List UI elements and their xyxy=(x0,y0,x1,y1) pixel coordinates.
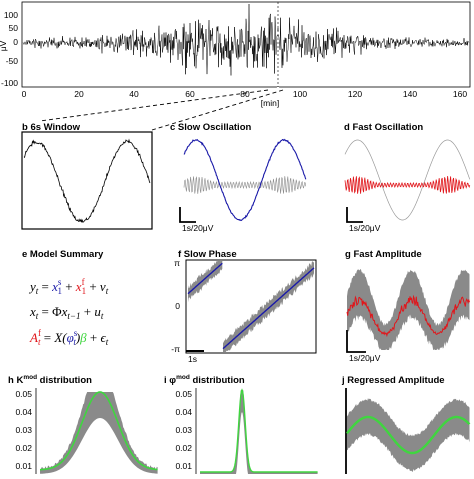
a-yunit: μV xyxy=(0,40,8,51)
a-xtick-40: 40 xyxy=(129,89,139,99)
h-ytick-3: 0.03 xyxy=(15,425,32,435)
h-ytick-2: 0.04 xyxy=(15,407,32,417)
i-ytick-4: 0.02 xyxy=(175,443,192,453)
panel-f-frame xyxy=(185,259,317,354)
a-xtick-80: 80 xyxy=(240,89,250,99)
f-ytick-0: 0 xyxy=(175,301,180,311)
g-scale-bar xyxy=(346,330,366,353)
a-ytick-5: -100 xyxy=(1,78,18,88)
i-ytick-3: 0.03 xyxy=(175,425,192,435)
h-title: h Kmod distribution xyxy=(8,374,92,386)
equation-state: xt = Φxt−1 + ut xyxy=(29,304,104,321)
regressed-amplitude-band xyxy=(347,398,470,472)
kmod-distribution-mean xyxy=(40,391,158,471)
panel-j: j Regressed Amplitude xyxy=(341,375,471,474)
a-xtick-140: 140 xyxy=(403,89,417,99)
a-xtick-20: 20 xyxy=(74,89,84,99)
panel-e: e Model Summary yt = xs 1 + xf 1 + vt xt =… xyxy=(22,249,109,347)
c-scale-label: 1s/20μV xyxy=(182,223,214,233)
d-scale-bar xyxy=(346,207,363,223)
equation-amplitude: Af t = X(φs t)β + ϵt xyxy=(29,328,109,347)
phimod-distribution-band xyxy=(200,390,318,474)
a-xlabel: [min] xyxy=(261,98,279,108)
i-ytick-1: 0.05 xyxy=(175,389,192,399)
equation-observation: yt = xs 1 + xf 1 + vt xyxy=(28,277,109,296)
b-title: b 6s Window xyxy=(22,122,81,133)
f-title: f Slow Phase xyxy=(178,249,237,260)
j-title: j Regressed Amplitude xyxy=(341,375,445,386)
kmod-distribution-band xyxy=(40,392,158,474)
h-ytick-4: 0.02 xyxy=(15,443,32,453)
zoom-line-left xyxy=(39,89,269,122)
g-scale-label: 1s/20μV xyxy=(349,353,381,363)
fast-amplitude-trace xyxy=(346,294,470,338)
h-ytick-5: 0.01 xyxy=(15,461,32,471)
eeg-trace xyxy=(22,3,470,76)
phimod-distribution-mean xyxy=(200,388,318,473)
d-title: d Fast Oscillation xyxy=(344,122,423,133)
a-ytick-4: -50 xyxy=(6,56,19,66)
regressed-amplitude-mean xyxy=(346,415,471,455)
fast-component-trace xyxy=(183,176,307,194)
amplitude-credible-band xyxy=(347,269,470,350)
zoom-line-right xyxy=(151,89,284,131)
phase-credible-band xyxy=(188,261,314,352)
a-xtick-100: 100 xyxy=(293,89,307,99)
a-xtick-160: 160 xyxy=(453,89,467,99)
i-ytick-2: 0.04 xyxy=(175,407,192,417)
panel-b-frame xyxy=(21,131,153,230)
panel-b: b 6s Window xyxy=(21,122,153,230)
slow-phase-trace xyxy=(187,262,315,350)
g-title: g Fast Amplitude xyxy=(345,249,422,260)
panel-c: c Slow Oscillation 1s/20μV xyxy=(170,122,307,233)
panel-a: 100 50 0 -50 -100 μV 0 20 40 60 80 100 1… xyxy=(0,1,471,108)
h-ytick-1: 0.05 xyxy=(15,389,32,399)
panel-d: d Fast Oscillation 1s/20μV xyxy=(344,122,471,233)
panel-h: h Kmod distribution 0.05 0.04 0.03 0.02 … xyxy=(8,374,158,474)
i-title: i φmod distribution xyxy=(164,374,245,386)
c-scale-bar xyxy=(179,207,196,223)
panel-i: i φmod distribution 0.05 0.04 0.03 0.02 … xyxy=(164,374,318,474)
a-ytick-2: 50 xyxy=(9,23,19,33)
f-ytick-pi: π xyxy=(174,258,180,268)
panel-a-frame xyxy=(21,1,471,88)
i-ytick-5: 0.01 xyxy=(175,461,192,471)
a-ytick-1: 100 xyxy=(4,10,18,20)
slow-oscillation-trace xyxy=(183,138,307,222)
panel-f: f Slow Phase π 0 -π 1s xyxy=(171,249,317,364)
e-title: e Model Summary xyxy=(22,249,104,260)
window-trace xyxy=(23,138,151,223)
fast-oscillation-trace xyxy=(344,176,471,194)
d-scale-label: 1s/20μV xyxy=(349,223,381,233)
a-xtick-120: 120 xyxy=(348,89,362,99)
a-xtick-0: 0 xyxy=(22,89,27,99)
panel-g: g Fast Amplitude 1s/20μV xyxy=(345,249,470,363)
f-scale-label: 1s xyxy=(188,354,197,364)
c-title: c Slow Oscillation xyxy=(170,122,251,133)
f-ytick-negpi: -π xyxy=(171,344,180,354)
a-xtick-60: 60 xyxy=(185,89,195,99)
a-ytick-3: 0 xyxy=(13,37,18,47)
slow-component-trace xyxy=(344,139,471,221)
